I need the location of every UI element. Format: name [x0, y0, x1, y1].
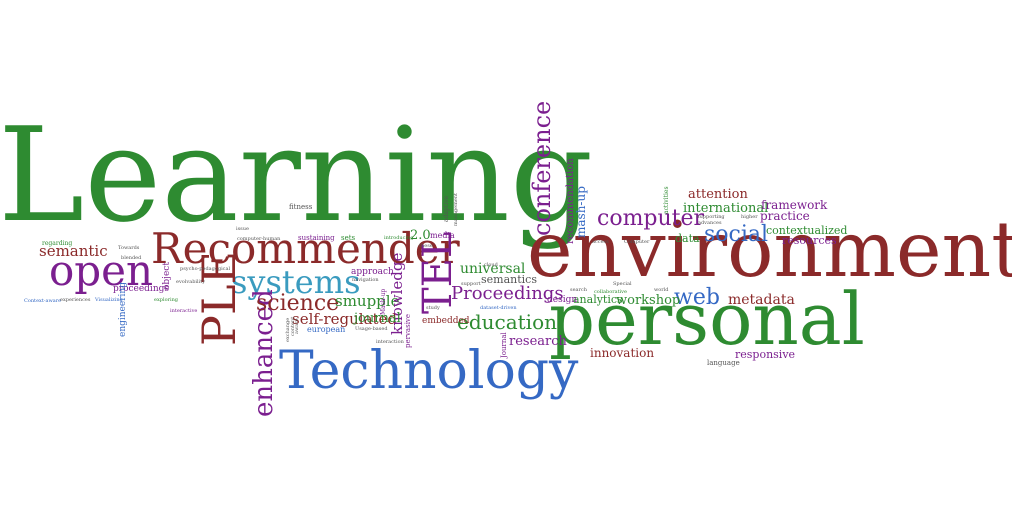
word-interaction: interaction: [376, 339, 404, 345]
word-computer-small: Computer: [624, 239, 650, 245]
word-support: support: [461, 281, 481, 287]
word-design: design: [547, 295, 578, 305]
word-two-point-oh: 2.0: [410, 228, 431, 243]
word-smupple: smupple: [335, 292, 400, 310]
word-activities: activities: [663, 186, 670, 214]
word-regarding: regarding: [42, 240, 73, 247]
word-universal: universal: [460, 261, 526, 277]
word-aware: aware: [294, 318, 300, 334]
word-research: research: [509, 334, 567, 349]
word-attention: attention: [688, 187, 748, 202]
word-evolvability: evolvability: [176, 279, 206, 285]
word-proceedings-small: proceedings: [113, 284, 169, 294]
word-embedded: embedded: [422, 316, 470, 326]
word-social: social: [704, 222, 769, 247]
word-conference: conference: [528, 100, 556, 236]
word-dataset-driven: dataset-driven: [480, 305, 517, 311]
word-access: access: [592, 239, 609, 245]
word-semantics: semantics: [481, 273, 537, 286]
word-contextualized: contextualized: [766, 224, 848, 237]
word-recommender: Recommender: [151, 224, 460, 273]
word-issue: issue: [236, 226, 249, 232]
word-towards: Towards: [118, 245, 140, 251]
word-innovation: innovation: [590, 346, 655, 360]
word-special: Special: [613, 281, 632, 287]
word-search: search: [570, 287, 587, 293]
word-personal: personal: [549, 277, 865, 361]
word-advances: advances: [698, 220, 722, 226]
word-international: international: [683, 201, 769, 216]
word-practice: practice: [760, 209, 810, 223]
word-systems: systems: [231, 263, 361, 301]
word-exploring: exploring: [154, 297, 178, 303]
word-interactive: interactive: [170, 308, 198, 314]
word-science: science: [256, 291, 340, 316]
word-experiences: experiences: [60, 297, 91, 303]
word-psycho-pedagogical: psycho-pedagogical: [180, 266, 231, 272]
word-study: study: [426, 305, 440, 311]
word-mash-up-small: Mash-up: [380, 288, 387, 315]
word-data: data: [675, 232, 700, 245]
word-world: world: [654, 287, 669, 293]
word-cloud: cloud: [484, 262, 498, 268]
word-workshop: workshop: [616, 293, 681, 308]
word-education: education: [457, 310, 557, 334]
word-navigation: navigation: [352, 277, 379, 283]
word-fitness: fitness: [289, 203, 313, 211]
word-blended: blended: [121, 255, 142, 261]
word-european: european: [307, 325, 346, 334]
word-higher: higher: [741, 214, 758, 220]
word-introducing: introducing: [384, 235, 414, 241]
word-media: media: [430, 231, 455, 240]
word-computer: computer: [597, 206, 705, 231]
word-self-regulated: self-regulated: [292, 310, 398, 328]
word-collaborative: collaborative: [594, 289, 627, 295]
word-open: open: [49, 246, 154, 295]
word-these: these: [419, 243, 433, 249]
word-framework: framework: [761, 198, 828, 212]
word-management: management: [453, 192, 459, 226]
word-visualizing: Visualizing: [95, 297, 123, 303]
word-adaptive: adaptive: [443, 195, 450, 222]
word-web: web: [674, 285, 720, 310]
word-environments: environments: [527, 206, 1012, 295]
word-computer-human: computer-human: [237, 236, 281, 242]
word-responsive: responsive: [735, 348, 796, 361]
word-proceedings-big: Proceedings: [451, 283, 564, 304]
word-approach: approach: [351, 267, 394, 277]
word-technology: Technology: [279, 341, 579, 401]
word-object: object: [162, 262, 172, 290]
word-resources: resources: [782, 234, 837, 247]
word-metadata: metadata: [728, 292, 795, 308]
word-usage-based: Usage-based: [355, 326, 388, 332]
word-journal-small: Journal: [500, 332, 508, 358]
word-context-aware: Context-aware: [24, 298, 62, 304]
word-learning: Learning: [0, 99, 594, 251]
word-pervasive: pervasive: [404, 313, 412, 348]
word-analytics: analytics: [573, 293, 623, 306]
word-sets: sets: [341, 234, 356, 242]
word-engineering: engineering: [118, 282, 128, 337]
word-journal: journal: [354, 311, 401, 326]
word-mash-up: mash-up: [574, 186, 588, 238]
word-language: language: [707, 359, 740, 367]
word-supporting: supporting: [697, 214, 725, 220]
word-semantic: semantic: [39, 242, 108, 260]
word-sustaining: sustaining: [298, 234, 335, 242]
